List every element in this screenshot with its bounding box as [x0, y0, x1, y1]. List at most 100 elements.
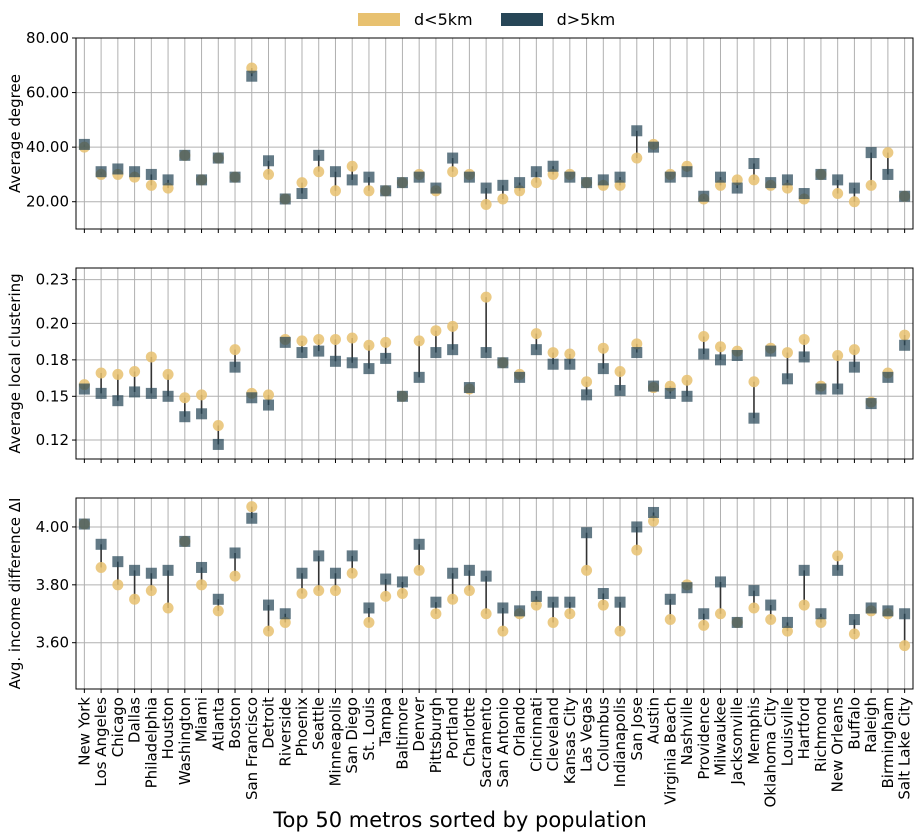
point-far: [614, 384, 626, 396]
point-near: [832, 349, 844, 361]
x-tick-label: Miami: [193, 697, 211, 742]
point-far: [95, 538, 107, 550]
x-tick-label: Kansas City: [561, 697, 579, 784]
point-near: [597, 599, 609, 611]
point-near: [530, 177, 542, 189]
point-far: [597, 363, 609, 375]
point-far: [279, 336, 291, 348]
point-far: [313, 345, 325, 357]
point-far: [447, 344, 459, 356]
point-far: [815, 383, 827, 395]
point-near: [296, 588, 308, 599]
point-near: [631, 338, 643, 350]
point-near: [346, 332, 358, 344]
point-near: [430, 325, 442, 337]
point-near: [329, 185, 341, 197]
point-far: [765, 177, 777, 189]
point-far: [78, 518, 90, 530]
point-far: [263, 155, 275, 167]
point-far: [748, 158, 760, 170]
point-near: [480, 291, 492, 303]
point-far: [581, 527, 593, 539]
point-near: [664, 614, 676, 626]
point-far: [162, 390, 174, 402]
point-far: [564, 171, 576, 183]
x-tick-label: Tampa: [377, 697, 395, 747]
legend-item-far: d>5km: [500, 10, 615, 29]
x-tick-label: Washington: [176, 697, 194, 785]
point-near: [396, 588, 408, 599]
point-near: [899, 640, 911, 652]
point-far: [681, 390, 693, 402]
point-near: [112, 579, 124, 591]
point-far: [899, 339, 911, 351]
point-far: [413, 538, 425, 550]
point-far: [530, 590, 542, 602]
point-far: [514, 371, 526, 383]
point-near: [648, 515, 660, 527]
x-tick-label: Memphis: [745, 697, 763, 765]
point-near: [848, 628, 860, 640]
point-far: [179, 149, 191, 161]
point-near: [631, 544, 643, 556]
point-far: [145, 567, 157, 579]
point-far: [363, 363, 375, 375]
x-tick-label: Cleveland: [544, 697, 562, 771]
x-tick-label: Los Angeles: [92, 697, 110, 787]
x-tick-label: San Jose: [628, 697, 646, 761]
point-far: [396, 576, 408, 588]
point-far: [882, 371, 894, 383]
point-far: [631, 125, 643, 137]
y-tick-label: 20.00: [26, 193, 69, 211]
point-far: [179, 535, 191, 547]
x-tick-label: New York: [75, 697, 93, 766]
point-near: [832, 188, 844, 200]
point-near: [781, 347, 793, 359]
point-far: [396, 177, 408, 189]
point-far: [597, 174, 609, 186]
y-tick-label: 40.00: [26, 138, 69, 156]
x-tick-label: Pittsburgh: [427, 697, 445, 773]
point-near: [614, 366, 626, 378]
x-tick-label: Detroit: [260, 697, 278, 749]
point-far: [832, 383, 844, 395]
point-near: [497, 625, 509, 637]
x-tick-label: San Diego: [343, 697, 361, 774]
point-near: [581, 564, 593, 576]
point-far: [447, 152, 459, 164]
point-far: [162, 174, 174, 186]
legend-swatch-far: [500, 13, 543, 26]
point-far: [798, 564, 810, 576]
point-far: [781, 174, 793, 186]
point-far: [346, 174, 358, 186]
point-near: [614, 625, 626, 637]
point-far: [530, 166, 542, 178]
x-tick-label: Boston: [226, 697, 244, 749]
y-tick-label: 0.20: [36, 314, 69, 332]
point-far: [279, 608, 291, 620]
x-tick-label: Columbus: [594, 697, 612, 772]
point-near: [765, 614, 777, 626]
point-near: [781, 625, 793, 637]
x-tick-label: Las Vegas: [578, 697, 596, 772]
point-far: [748, 412, 760, 424]
point-near: [882, 147, 894, 159]
x-tick-label: Philadelphia: [142, 697, 160, 788]
point-far: [480, 182, 492, 194]
x-tick-label: Jacksonville: [728, 697, 746, 786]
point-far: [313, 149, 325, 161]
point-near: [313, 333, 325, 345]
point-near: [698, 331, 710, 343]
point-near: [564, 608, 576, 620]
point-near: [95, 367, 107, 379]
point-near: [296, 335, 308, 347]
point-far: [564, 596, 576, 608]
point-near: [212, 605, 224, 617]
x-tick-label: Hartford: [795, 697, 813, 759]
point-far: [564, 358, 576, 370]
point-near: [530, 599, 542, 611]
axes-frame: [75, 497, 914, 690]
point-far: [865, 398, 877, 410]
point-far: [329, 166, 341, 178]
point-near: [263, 389, 275, 401]
